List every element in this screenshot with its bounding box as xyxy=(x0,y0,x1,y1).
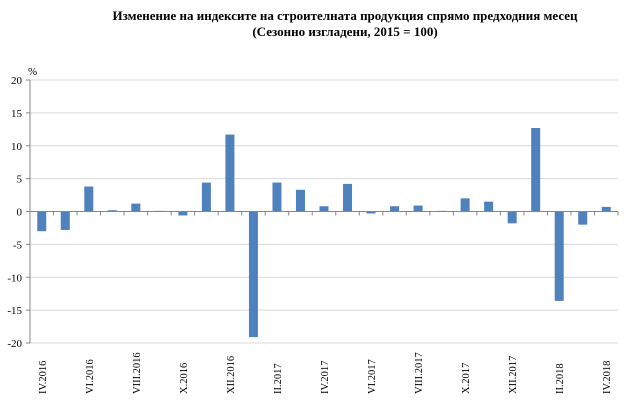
x-tick-label: II.2018 xyxy=(555,363,566,394)
y-tick-label: 5 xyxy=(17,174,23,186)
bar xyxy=(225,134,235,212)
y-tick-label: -15 xyxy=(7,305,22,317)
bar xyxy=(601,206,611,212)
x-tick-label: IV.2017 xyxy=(320,361,331,394)
bar xyxy=(390,206,400,212)
x-tick-label: VI.2016 xyxy=(85,359,96,394)
bar xyxy=(366,211,376,214)
x-axis xyxy=(29,211,619,216)
x-tick-label: X.2017 xyxy=(461,363,472,394)
bar xyxy=(201,182,211,212)
bars xyxy=(37,127,611,338)
x-tick-label: X.2016 xyxy=(179,363,190,394)
bar xyxy=(60,211,70,230)
x-tick-labels: IV.2016 VI.2016 VIII.2016 X.2016 XII.2016 II.… xyxy=(38,352,613,394)
bar xyxy=(578,211,588,225)
bar xyxy=(319,206,329,212)
y-tick-label: 15 xyxy=(11,108,23,120)
bar xyxy=(484,201,494,212)
y-tick-labels: -20 -15 -10 -5 0 5 10 15 20 xyxy=(7,75,30,350)
bar xyxy=(507,211,517,224)
bar xyxy=(343,183,353,212)
bar xyxy=(84,186,94,212)
bar xyxy=(37,211,47,232)
y-tick-label: 0 xyxy=(17,207,23,219)
y-tick-label: 10 xyxy=(11,141,23,153)
x-tick-label: XII.2017 xyxy=(508,356,519,394)
x-tick-label: VIII.2017 xyxy=(414,352,425,394)
y-axis-label: % xyxy=(28,66,37,78)
y-tick-label: -5 xyxy=(13,239,23,251)
chart-title: Изменение на индексите на строителната п… xyxy=(112,8,578,23)
bar xyxy=(178,211,188,216)
gridlines xyxy=(30,79,618,344)
y-tick-label: 20 xyxy=(11,75,23,87)
bar xyxy=(272,182,282,212)
x-tick-label: VI.2017 xyxy=(367,359,378,394)
bar xyxy=(554,211,564,301)
bar xyxy=(460,198,470,212)
bar xyxy=(413,205,423,212)
x-tick-label: II.2017 xyxy=(273,363,284,394)
bar xyxy=(131,203,141,212)
x-tick-label: IV.2018 xyxy=(602,361,613,394)
bar xyxy=(531,127,541,212)
x-tick-label: IV.2016 xyxy=(38,361,49,394)
x-tick-label: VIII.2016 xyxy=(132,352,143,394)
chart-subtitle: (Сезонно изгладени, 2015 = 100) xyxy=(252,24,438,39)
bar xyxy=(107,210,117,212)
x-tick-label: XII.2016 xyxy=(226,356,237,394)
bar xyxy=(295,189,305,212)
y-tick-label: -20 xyxy=(7,338,22,350)
bar xyxy=(248,211,258,338)
y-tick-label: -10 xyxy=(7,272,22,284)
